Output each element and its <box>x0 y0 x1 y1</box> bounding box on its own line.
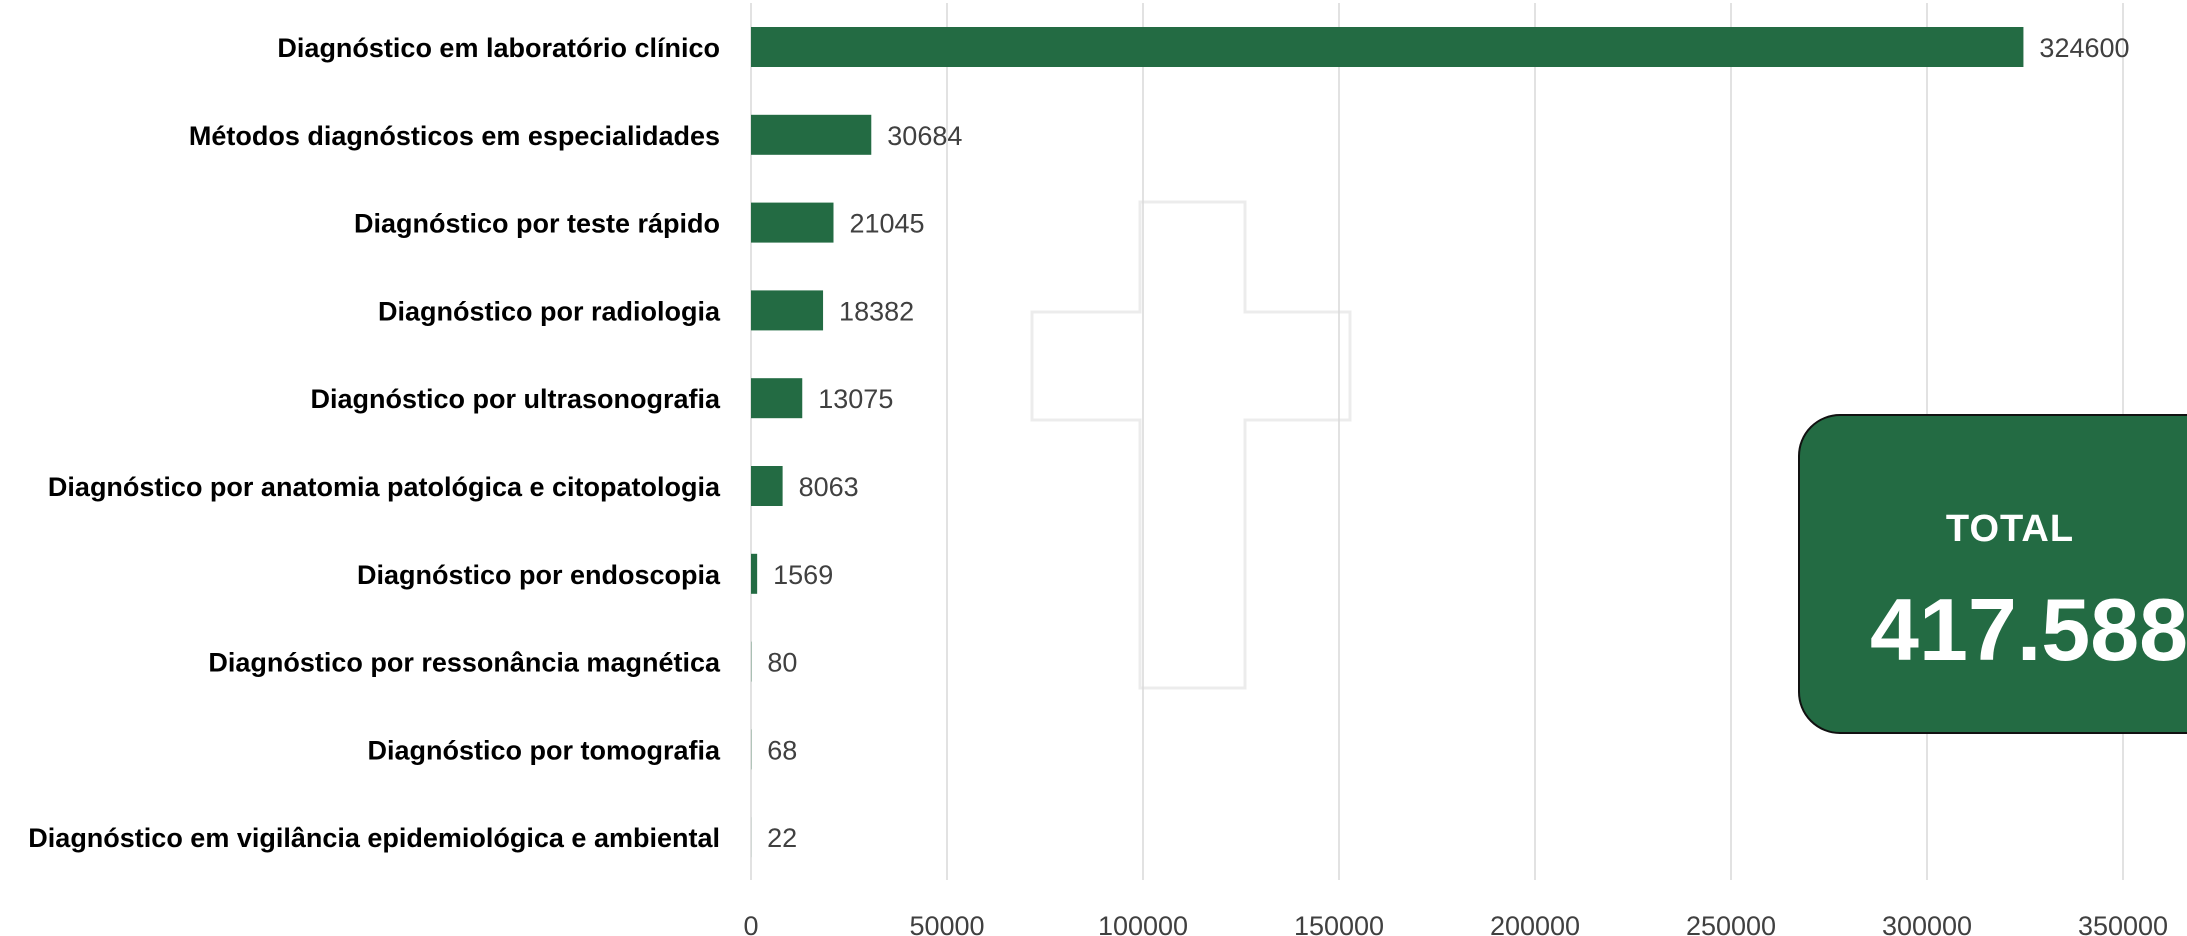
bar <box>751 290 824 331</box>
data-label: 22 <box>767 823 797 853</box>
data-label: 324600 <box>2039 33 2129 63</box>
category-label: Diagnóstico por teste rápido <box>354 209 720 239</box>
data-label: 68 <box>767 735 797 765</box>
x-tick-label: 100000 <box>1098 911 1188 936</box>
x-tick-label: 300000 <box>1882 911 1972 936</box>
total-label: TOTAL <box>1945 508 2075 550</box>
category-label: Diagnóstico por anatomia patológica e ci… <box>48 472 721 502</box>
category-labels: Diagnóstico em laboratório clínico Método… <box>28 33 721 853</box>
x-tick-label: 0 <box>743 911 758 936</box>
data-label: 8063 <box>799 472 859 502</box>
value-labels: 324600 30684 21045 18382 13075 8063 1569 80 68 22 <box>767 33 2129 853</box>
x-tick-label: 200000 <box>1490 911 1580 936</box>
total-value: 417.588 <box>1870 580 2187 679</box>
bar <box>751 27 2024 67</box>
category-label: Diagnóstico por endoscopia <box>357 560 721 590</box>
x-tick-label: 50000 <box>909 911 984 936</box>
watermark-cross <box>1030 200 1352 690</box>
category-label: Diagnóstico em laboratório clínico <box>277 33 720 63</box>
category-label: Diagnóstico por ultrasonografia <box>310 384 721 414</box>
x-tick-labels: 0 50000 100000 150000 200000 250000 300000 3500… <box>743 911 2168 936</box>
data-label: 18382 <box>839 296 914 326</box>
bar <box>751 553 758 594</box>
data-label: 80 <box>767 648 797 678</box>
data-label: 13075 <box>818 384 893 414</box>
x-tick-label: 150000 <box>1294 911 1384 936</box>
bar <box>751 114 872 155</box>
category-label: Diagnóstico em vigilância epidemiológica… <box>28 823 720 853</box>
bar <box>751 378 803 419</box>
bars <box>751 27 2024 858</box>
data-label: 1569 <box>773 560 833 590</box>
category-label: Diagnóstico por ressonância magnética <box>208 648 721 678</box>
category-label: Métodos diagnósticos em especialidades <box>189 121 720 151</box>
total-box: TOTAL 417.588 <box>1798 414 2187 734</box>
bar <box>751 202 834 243</box>
data-label: 30684 <box>887 121 962 151</box>
data-label: 21045 <box>849 209 924 239</box>
category-label: Diagnóstico por tomografia <box>367 735 721 765</box>
x-tick-label: 250000 <box>1686 911 1776 936</box>
bar <box>751 466 783 506</box>
category-label: Diagnóstico por radiologia <box>378 296 721 326</box>
x-tick-label: 350000 <box>2078 911 2168 936</box>
